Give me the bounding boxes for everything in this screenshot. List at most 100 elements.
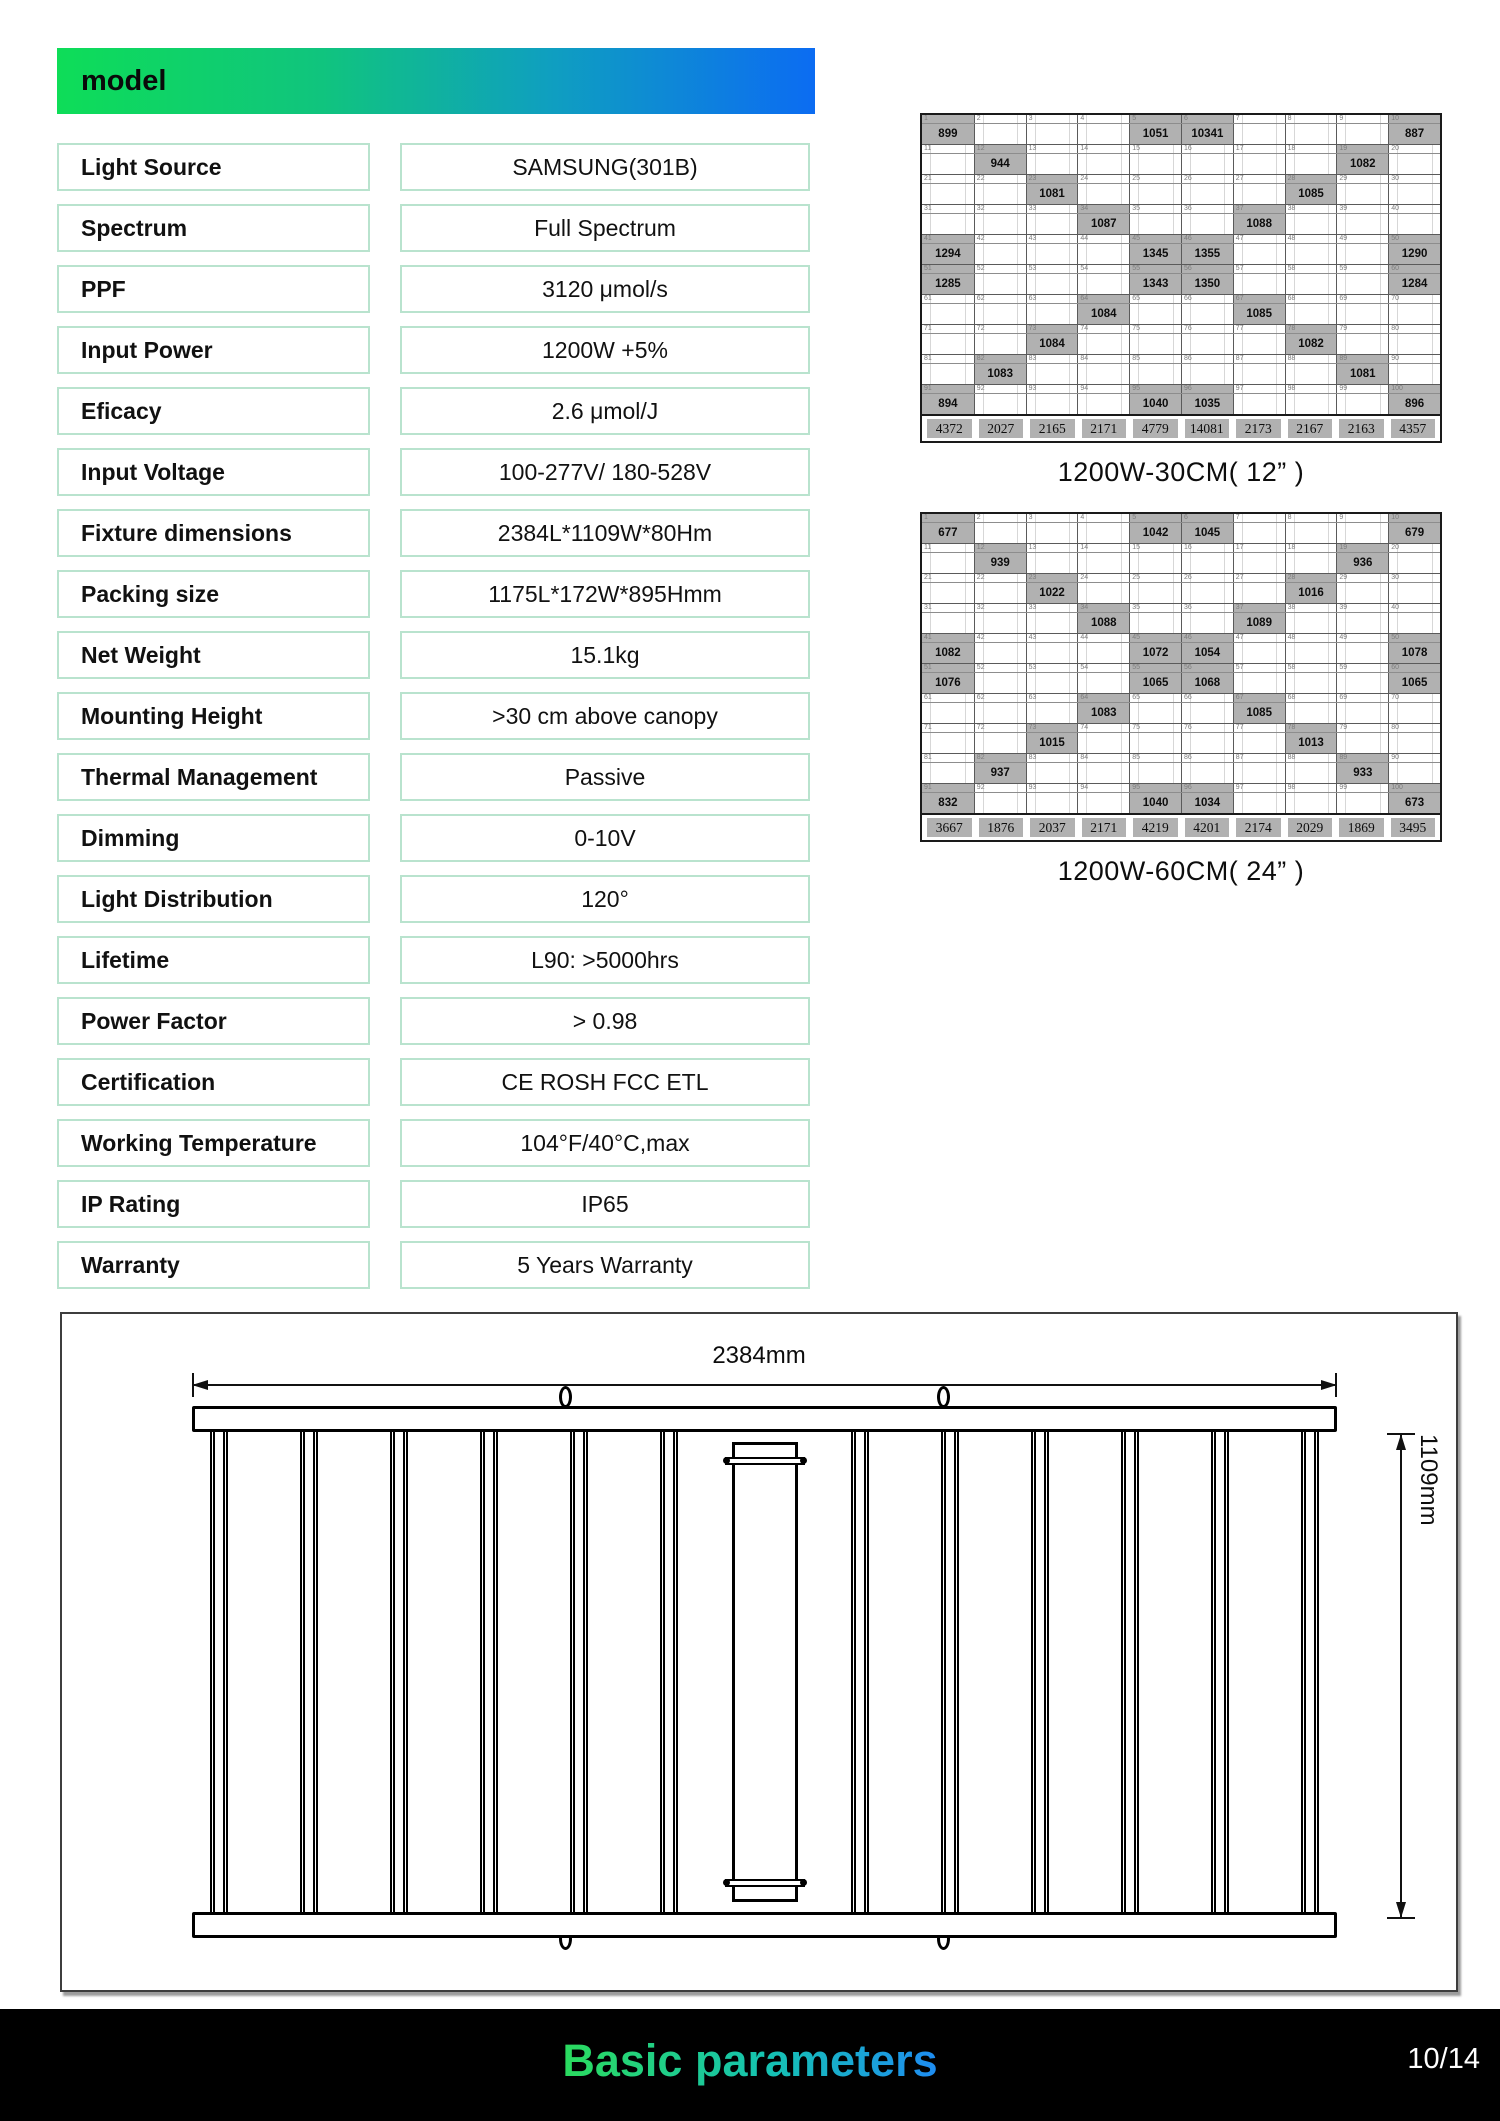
ppfd-cell-index: 8 (1287, 514, 1292, 521)
spec-row: Spectrum Full Spectrum (57, 204, 810, 252)
ppfd-cell-value: 1065 (1142, 676, 1169, 689)
ppfd-cell: 54 (1077, 664, 1130, 693)
spec-value: SAMSUNG(301B) (400, 143, 810, 191)
ppfd-cell-index: 59 (1339, 664, 1348, 671)
ppfd-cell-value: 1054 (1194, 646, 1221, 659)
ppfd-cell-highlighted: 19 936 (1336, 544, 1389, 573)
ppfd-cell: 48 (1284, 235, 1337, 264)
ppfd-cell-value: 1022 (1039, 586, 1065, 599)
ppfd-cell: 85 (1129, 754, 1181, 783)
spec-value: 1200W +5% (400, 326, 810, 374)
ppfd-cell-highlighted: 73 1015 (1025, 724, 1078, 753)
ppfd-cell-index: 23 (1028, 574, 1037, 581)
ppfd-cell-index: 31 (924, 604, 932, 611)
ppfd-cell: 52 (973, 664, 1026, 693)
ppfd-totals-row: 3667 1876 2037 2171 4219 4201 2174 2029 1869 3495 (922, 813, 1440, 840)
spec-label: Packing size (57, 570, 370, 618)
spec-value: IP65 (400, 1180, 810, 1228)
ppfd-cell-index: 64 (1080, 694, 1089, 701)
ppfd-cell-index: 98 (1287, 784, 1296, 791)
ppfd-cell-value: 933 (1353, 766, 1373, 779)
ppfd-grid-row: 1 899 2 3 4 5 1051 6 10341 7 8 9 10 887 (922, 115, 1440, 144)
ppfd-cell: 4 (1077, 514, 1130, 543)
ppfd-cell-value: 1016 (1298, 586, 1324, 599)
ppfd-total-value: 3495 (1390, 818, 1435, 837)
ppfd-cell-index: 40 (1391, 604, 1399, 611)
ppfd-cell: 7 (1232, 514, 1285, 543)
spec-row: Net Weight 15.1kg (57, 631, 810, 679)
ppfd-cell-highlighted: 64 1083 (1077, 694, 1130, 723)
ppfd-cell-index: 85 (1132, 355, 1140, 362)
ppfd-cell: 88 (1284, 355, 1337, 384)
ppfd-cell-value: 944 (990, 157, 1010, 170)
ppfd-cell: 83 (1025, 754, 1078, 783)
ppfd-cell-index: 35 (1132, 604, 1140, 611)
spec-label: Light Distribution (57, 875, 370, 923)
ppfd-cell-value: 1015 (1039, 736, 1065, 749)
ppfd-cell: 62 (973, 295, 1026, 324)
ppfd-cell: 61 (922, 295, 974, 324)
ppfd-cell-highlighted: 100 673 (1388, 784, 1440, 813)
ppfd-cell-value: 1284 (1401, 277, 1428, 290)
ppfd-cell-index: 53 (1028, 664, 1037, 671)
ppfd-cell-index: 60 (1391, 265, 1399, 272)
ppfd-cell-index: 95 (1132, 784, 1140, 791)
ppfd-cell-highlighted: 89 1081 (1336, 355, 1389, 384)
ppfd-cell: 62 (973, 694, 1026, 723)
width-dimension-label: 2384mm (712, 1342, 806, 1369)
ppfd-map-60cm: 1 677 2 3 4 5 1042 6 1045 7 8 9 10 679 11 12 939 13 14 15 16… (920, 512, 1442, 887)
ppfd-cell: 74 (1077, 724, 1130, 753)
ppfd-cell-index: 78 (1287, 724, 1296, 731)
ppfd-cell-index: 18 (1287, 145, 1296, 152)
ppfd-cell-index: 13 (1028, 544, 1037, 551)
ppfd-cell-highlighted: 91 832 (922, 784, 974, 813)
ppfd-cell-index: 87 (1235, 355, 1244, 362)
ppfd-cell-value: 1042 (1142, 526, 1169, 539)
ppfd-cell: 92 (973, 784, 1026, 813)
ppfd-cell-index: 31 (924, 205, 932, 212)
ppfd-cell: 2 (973, 115, 1026, 144)
ppfd-cell: 98 (1284, 385, 1337, 414)
ppfd-cell: 9 (1336, 115, 1389, 144)
ppfd-cell: 66 (1180, 694, 1233, 723)
ppfd-cell: 57 (1232, 664, 1285, 693)
ppfd-cell-index: 11 (924, 145, 932, 152)
ppfd-total-value: 3667 (927, 818, 972, 837)
spec-row: Warranty 5 Years Warranty (57, 1241, 810, 1289)
ppfd-cell-value: 1088 (1246, 217, 1272, 230)
height-dimension-label: 1109mm (1415, 1434, 1442, 1526)
ppfd-cell-value: 1082 (1349, 157, 1376, 170)
ppfd-cell-value: 10341 (1191, 127, 1224, 140)
ppfd-cell: 48 (1284, 634, 1337, 663)
ppfd-cell-value: 1285 (935, 277, 961, 290)
ppfd-cell-index: 33 (1028, 604, 1037, 611)
spec-row: Light Source SAMSUNG(301B) (57, 143, 810, 191)
ppfd-cell: 76 (1180, 325, 1233, 354)
ppfd-total-value: 4357 (1390, 419, 1435, 438)
ppfd-cell-index: 62 (976, 295, 985, 302)
ppfd-cell-value: 887 (1404, 127, 1425, 140)
ppfd-cell: 47 (1232, 235, 1285, 264)
ppfd-cell-index: 51 (924, 664, 932, 671)
ppfd-cell: 14 (1077, 544, 1130, 573)
ppfd-cell-index: 60 (1391, 664, 1399, 671)
ppfd-cell-index: 22 (976, 574, 985, 581)
spec-row: Fixture dimensions 2384L*1109W*80Hm (57, 509, 810, 557)
ppfd-cell-value: 1350 (1194, 277, 1221, 290)
ppfd-cell-index: 24 (1080, 574, 1089, 581)
ppfd-cell-index: 6 (1183, 514, 1188, 521)
ppfd-total-value: 2163 (1339, 419, 1384, 438)
ppfd-cell-index: 83 (1028, 355, 1037, 362)
ppfd-total-value: 1869 (1339, 818, 1384, 837)
ppfd-cell-index: 85 (1132, 754, 1140, 761)
ppfd-cell-index: 36 (1183, 604, 1192, 611)
ppfd-cell: 80 (1388, 724, 1440, 753)
ppfd-cell-index: 70 (1391, 295, 1399, 302)
spec-value: 1175L*172W*895Hmm (400, 570, 810, 618)
led-bar (300, 1430, 318, 1912)
ppfd-cell-index: 62 (976, 694, 985, 701)
ppfd-cell-index: 37 (1235, 604, 1244, 611)
ppfd-cell-index: 46 (1183, 235, 1192, 242)
ppfd-cell: 42 (973, 235, 1026, 264)
